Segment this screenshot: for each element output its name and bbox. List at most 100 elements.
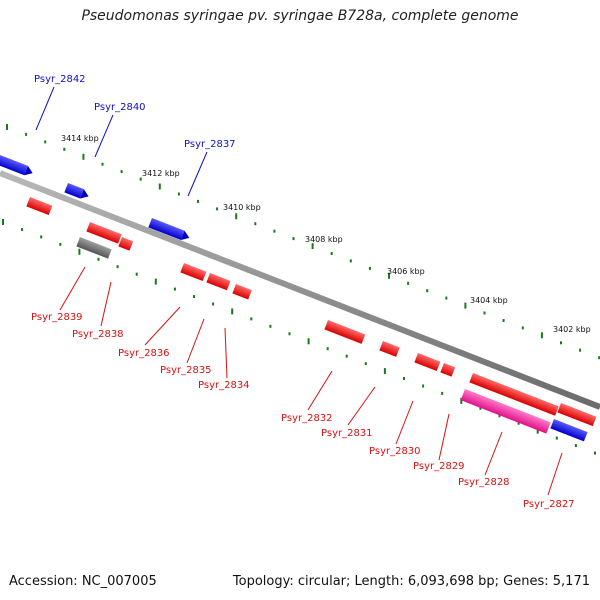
upper-tick-mark (139, 177, 142, 181)
label-psyr-2839[interactable]: Psyr_2839 (31, 312, 83, 323)
upper-tick-mark (25, 132, 28, 136)
upper-tick-mark (540, 332, 543, 339)
forward-strand-features (0, 155, 191, 243)
gene-psyr-2837[interactable] (148, 218, 191, 243)
lower-tick-mark (403, 377, 405, 380)
upper-tick-mark (560, 341, 562, 345)
upper-tick-mark (368, 266, 371, 270)
lower-tick-mark (40, 235, 43, 239)
label-psyr-2827[interactable]: Psyr_2827 (523, 499, 575, 510)
lower-tick-mark (173, 287, 176, 291)
lower-tick-mark (2, 219, 4, 225)
upper-tick-mark (311, 243, 314, 250)
lower-tick-mark (574, 444, 577, 448)
kbp-scale: 3414 kbp 3412 kbp 3410 kbp 3408 kbp 3406… (61, 134, 591, 334)
kbp-label-3412: 3412 kbp (142, 169, 180, 178)
lower-tick-mark (460, 397, 463, 404)
gene-psyr-2832-block[interactable] (324, 320, 366, 344)
genome-stats-text: Topology: circular; Length: 6,093,698 bp… (232, 574, 590, 589)
gene-psyr-2829-block[interactable] (440, 363, 456, 377)
lower-tick-mark (135, 272, 138, 276)
gene-psyr-2828-block[interactable] (460, 389, 551, 434)
kbp-label-3414: 3414 kbp (61, 134, 99, 143)
gene-psyr-2831-block[interactable] (379, 341, 400, 357)
gene-psyr-2838-block[interactable] (86, 222, 122, 244)
label-psyr-2834[interactable]: Psyr_2834 (198, 380, 250, 391)
small-red-block-a[interactable] (118, 237, 134, 251)
label-psyr-2830[interactable]: Psyr_2830 (369, 446, 421, 457)
upper-tick-mark (63, 147, 66, 151)
upper-tick-mark (177, 192, 180, 196)
lower-tick-row (2, 219, 596, 455)
upper-tick-mark (120, 170, 123, 174)
lower-tick-mark (21, 228, 24, 231)
gene-psyr-2840[interactable] (64, 183, 90, 201)
lower-tick-mark (479, 406, 482, 410)
gene-psyr-2827-red-block[interactable] (557, 403, 597, 427)
upper-tick-mark (445, 296, 448, 300)
label-psyr-2842[interactable]: Psyr_2842 (34, 74, 86, 85)
upper-tick-mark (521, 326, 524, 330)
kbp-label-3410: 3410 kbp (223, 203, 261, 212)
gene-psyr-2839-block[interactable] (26, 197, 53, 216)
accession-text: Accession: NC_007005 (9, 574, 157, 589)
gene-psyr-2827-block[interactable] (550, 419, 588, 442)
upper-tick-mark (388, 272, 390, 279)
label-psyr-2828[interactable]: Psyr_2828 (458, 477, 510, 488)
label-psyr-2836[interactable]: Psyr_2836 (118, 348, 170, 359)
upper-tick-mark (216, 207, 219, 211)
upper-tick-mark (254, 222, 257, 226)
lower-tick-mark (326, 347, 329, 351)
lower-tick-mark (250, 317, 253, 321)
label-psyr-2838[interactable]: Psyr_2838 (72, 329, 124, 340)
upper-tick-mark (197, 199, 199, 203)
label-psyr-2829[interactable]: Psyr_2829 (413, 461, 465, 472)
upper-right-red-block[interactable] (469, 373, 559, 416)
lower-tick-mark (288, 332, 291, 336)
lower-tick-mark (97, 257, 100, 261)
label-leader-lines (35, 86, 563, 496)
forward-gene-labels: Psyr_2842 Psyr_2840 Psyr_2837 (34, 74, 236, 150)
kbp-label-3406: 3406 kbp (387, 267, 425, 276)
lower-tick-mark (269, 324, 272, 328)
upper-tick-mark (101, 162, 104, 166)
upper-tick-mark (158, 183, 161, 190)
upper-tick-mark (502, 319, 505, 322)
lower-tick-mark (212, 302, 215, 306)
kbp-label-3404: 3404 kbp (470, 296, 508, 305)
gene-psyr-2836-block[interactable] (180, 263, 207, 282)
upper-tick-mark (407, 281, 410, 285)
gene-psyr-2835-block[interactable] (206, 273, 231, 291)
label-psyr-2831[interactable]: Psyr_2831 (321, 428, 373, 439)
gene-psyr-2830-block[interactable] (414, 353, 441, 372)
lower-tick-mark (59, 242, 62, 246)
label-psyr-2832[interactable]: Psyr_2832 (281, 413, 333, 424)
gene-psyr-2834-block[interactable] (232, 284, 252, 300)
lower-tick-mark (154, 278, 157, 285)
lower-tick-mark (422, 384, 425, 388)
upper-tick-row (6, 124, 600, 360)
kbp-label-3402: 3402 kbp (553, 325, 591, 334)
lower-tick-mark (555, 436, 558, 440)
label-psyr-2837[interactable]: Psyr_2837 (184, 139, 236, 150)
upper-tick-mark (579, 348, 582, 352)
lower-tick-mark (307, 338, 310, 345)
lower-tick-mark (383, 368, 386, 375)
upper-tick-mark (349, 259, 352, 263)
upper-tick-mark (483, 311, 486, 315)
lower-tick-mark (498, 414, 501, 418)
lower-tick-mark (193, 295, 195, 298)
upper-tick-mark (330, 252, 333, 255)
reverse-strand-features (26, 197, 597, 442)
lower-tick-mark (536, 427, 539, 434)
upper-tick-mark (426, 289, 429, 293)
lower-tick-mark (364, 362, 367, 366)
lower-tick-mark (231, 308, 234, 315)
label-psyr-2840[interactable]: Psyr_2840 (94, 102, 146, 113)
label-psyr-2835[interactable]: Psyr_2835 (160, 365, 212, 376)
lower-tick-mark (594, 451, 596, 455)
upper-tick-mark (235, 213, 238, 220)
upper-tick-mark (464, 302, 467, 309)
pseudogene-block[interactable] (76, 237, 112, 259)
gene-psyr-2842[interactable] (0, 155, 34, 178)
